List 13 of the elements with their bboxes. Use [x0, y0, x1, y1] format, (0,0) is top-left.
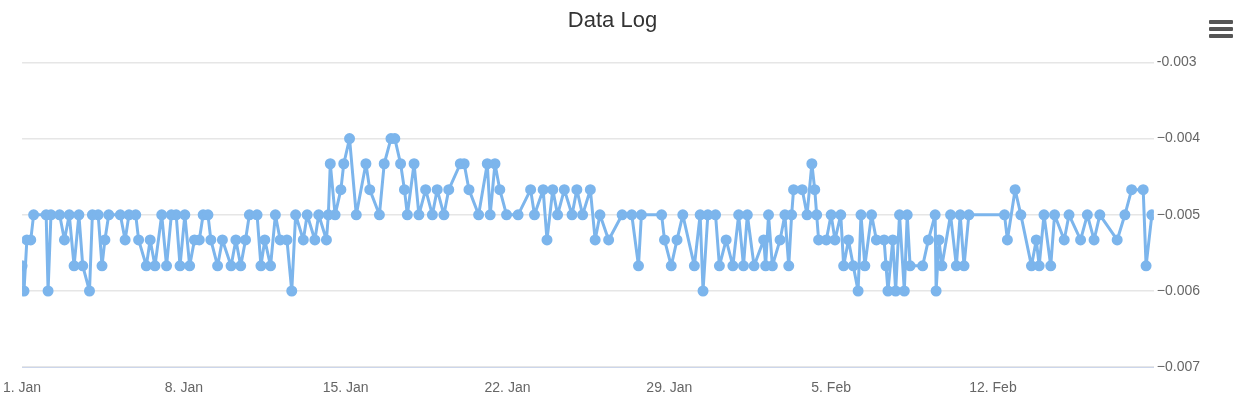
- y-tick-label: −0.004: [1156, 129, 1201, 146]
- x-tick-label: 5. Feb: [811, 379, 852, 396]
- x-tick-label: 15. Jan: [322, 379, 369, 396]
- x-tick-label: 12. Feb: [969, 379, 1017, 396]
- y-tick-label: -0.003: [1156, 53, 1197, 70]
- y-tick-label: −0.005: [1156, 205, 1201, 222]
- chart-title: Data Log: [567, 7, 658, 33]
- x-tick-label: 29. Jan: [646, 379, 693, 396]
- y-tick-label: −0.006: [1156, 281, 1201, 298]
- x-tick-label: 8. Jan: [164, 379, 203, 396]
- x-tick-label: 22. Jan: [484, 379, 531, 396]
- x-tick-label: 1. Jan: [3, 379, 42, 396]
- y-tick-label: −0.007: [1156, 358, 1201, 375]
